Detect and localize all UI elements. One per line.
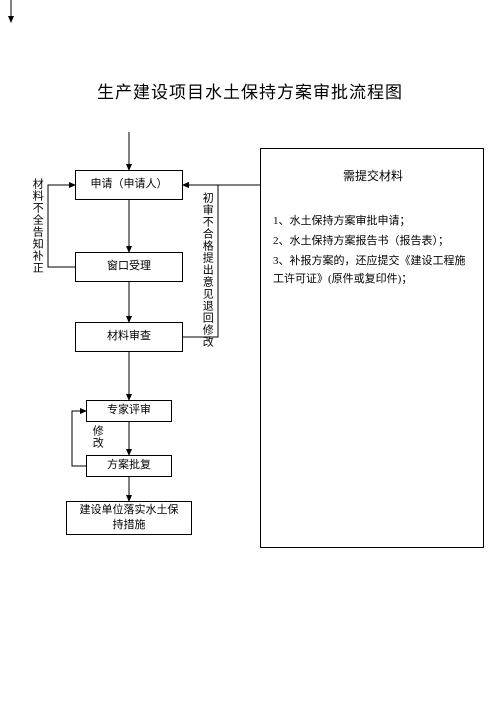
revise-label: 修改 bbox=[90, 425, 104, 449]
materials-item-3: 3、补报方案的，还应提交《建设工程施工许可证》(原件或复印件)； bbox=[273, 253, 473, 288]
node-review: 材料审查 bbox=[75, 322, 183, 352]
node-implement-label: 建设单位落实水土保 持措施 bbox=[80, 503, 179, 534]
node-expert: 专家评审 bbox=[86, 400, 172, 422]
node-accept-label: 窗口受理 bbox=[107, 259, 151, 274]
node-apply: 申请（申请人） bbox=[75, 170, 183, 200]
node-apply-label: 申请（申请人） bbox=[91, 177, 168, 192]
node-accept: 窗口受理 bbox=[75, 252, 183, 282]
right-return-label: 初审不合格提出意见退回修改 bbox=[200, 192, 214, 348]
node-review-label: 材料审查 bbox=[107, 329, 151, 344]
edge-revise bbox=[72, 411, 86, 466]
materials-item-1: 1、水土保持方案审批申请； bbox=[273, 213, 473, 231]
node-expert-label: 专家评审 bbox=[107, 403, 151, 418]
flowchart-page: 生产建设项目水土保持方案审批流程图 申请（申请人） 窗口受理 材料审查 专家评审… bbox=[0, 0, 500, 708]
materials-panel: 需提交材料 1、水土保持方案审批申请； 2、水土保持方案报告书（报告表）； 3、… bbox=[260, 148, 484, 548]
page-title: 生产建设项目水土保持方案审批流程图 bbox=[0, 78, 500, 103]
left-return-label: 材料不全告知补正 bbox=[30, 178, 44, 274]
node-approve-label: 方案批复 bbox=[107, 458, 151, 473]
materials-panel-title: 需提交材料 bbox=[261, 167, 485, 184]
edge-left-return bbox=[48, 185, 75, 267]
node-approve: 方案批复 bbox=[86, 455, 172, 477]
materials-item-2: 2、水土保持方案报告书（报告表）； bbox=[273, 233, 473, 251]
node-implement: 建设单位落实水土保 持措施 bbox=[66, 501, 192, 535]
